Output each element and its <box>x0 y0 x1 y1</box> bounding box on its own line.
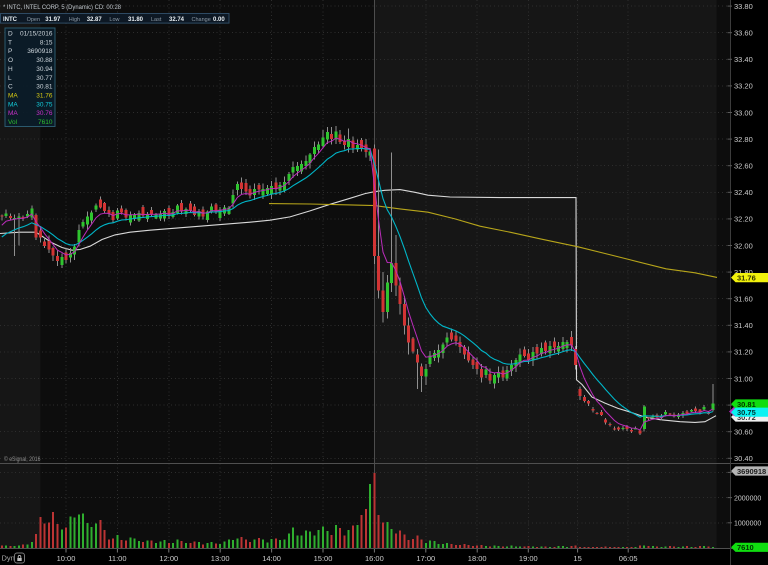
svg-text:H: H <box>8 66 13 73</box>
svg-text:INTC: INTC <box>3 17 18 23</box>
svg-text:32.40: 32.40 <box>734 188 753 197</box>
svg-text:31.80: 31.80 <box>128 17 144 23</box>
svg-text:30.72: 30.72 <box>737 413 756 422</box>
svg-text:19:00: 19:00 <box>519 554 538 563</box>
svg-text:31.40: 31.40 <box>734 321 753 330</box>
svg-text:15:00: 15:00 <box>314 554 333 563</box>
svg-text:31.00: 31.00 <box>734 374 753 383</box>
svg-text:3690918: 3690918 <box>737 467 766 476</box>
svg-text:30.40: 30.40 <box>734 454 753 463</box>
svg-text:06:05: 06:05 <box>619 554 638 563</box>
svg-text:32.87: 32.87 <box>87 17 103 23</box>
svg-text:31.80: 31.80 <box>734 268 753 277</box>
svg-text:10:00: 10:00 <box>57 554 76 563</box>
svg-text:01/15/2016: 01/15/2016 <box>20 31 53 38</box>
svg-text:8:15: 8:15 <box>40 39 53 46</box>
svg-text:Change: Change <box>192 17 211 23</box>
svg-text:31.97: 31.97 <box>45 17 61 23</box>
svg-text:D: D <box>8 31 13 38</box>
svg-text:30.76: 30.76 <box>36 110 53 117</box>
svg-text:* INTC, INTEL CORP, 5 (Dynamic: * INTC, INTEL CORP, 5 (Dynamic) CD: 00:2… <box>3 4 121 11</box>
svg-text:MA: MA <box>8 92 18 99</box>
svg-text:O: O <box>8 57 13 64</box>
svg-text:33.80: 33.80 <box>734 2 753 11</box>
svg-text:Low: Low <box>109 17 119 23</box>
svg-text:31.76: 31.76 <box>737 274 756 283</box>
svg-text:Last: Last <box>151 17 162 23</box>
svg-text:16:00: 16:00 <box>365 554 384 563</box>
svg-text:14:00: 14:00 <box>262 554 281 563</box>
svg-text:C: C <box>8 84 13 91</box>
svg-text:31.60: 31.60 <box>734 295 753 304</box>
svg-text:7610: 7610 <box>737 543 754 552</box>
svg-text:30.81: 30.81 <box>36 84 53 91</box>
svg-text:30.77: 30.77 <box>36 75 53 82</box>
svg-text:33.40: 33.40 <box>734 55 753 64</box>
svg-text:30.75: 30.75 <box>36 101 53 108</box>
svg-text:MA: MA <box>8 101 18 108</box>
svg-text:T: T <box>8 39 12 46</box>
svg-text:MA: MA <box>8 110 18 117</box>
svg-text:33.60: 33.60 <box>734 29 753 38</box>
svg-text:3690918: 3690918 <box>27 48 53 55</box>
svg-text:30.60: 30.60 <box>734 428 753 437</box>
svg-text:© eSignal, 2016: © eSignal, 2016 <box>4 456 41 463</box>
svg-text:Vol: Vol <box>8 119 18 126</box>
svg-text:13:00: 13:00 <box>211 554 230 563</box>
svg-text:17:00: 17:00 <box>416 554 435 563</box>
svg-text:18:00: 18:00 <box>468 554 487 563</box>
svg-text:0.00: 0.00 <box>213 17 225 23</box>
svg-text:31.76: 31.76 <box>36 92 53 99</box>
svg-text:32.00: 32.00 <box>734 241 753 250</box>
svg-text:30.75: 30.75 <box>737 408 756 417</box>
svg-text:7610: 7610 <box>38 119 53 126</box>
svg-text:33.20: 33.20 <box>734 82 753 91</box>
svg-text:High: High <box>69 17 80 23</box>
svg-text:L: L <box>8 75 12 82</box>
svg-text:15: 15 <box>573 554 581 563</box>
svg-text:Dyn: Dyn <box>2 554 15 563</box>
svg-text:32.80: 32.80 <box>734 135 753 144</box>
svg-text:P: P <box>8 48 12 55</box>
svg-text:32.20: 32.20 <box>734 215 753 224</box>
svg-text:32.60: 32.60 <box>734 162 753 171</box>
svg-text:32.74: 32.74 <box>169 17 185 23</box>
svg-text:Open: Open <box>27 17 40 23</box>
svg-text:30.81: 30.81 <box>737 400 756 409</box>
svg-text:12:00: 12:00 <box>159 554 178 563</box>
svg-text:30.94: 30.94 <box>36 66 53 73</box>
svg-text:30.88: 30.88 <box>36 57 53 64</box>
svg-text:2000000: 2000000 <box>734 495 761 502</box>
svg-text:1000000: 1000000 <box>734 521 761 528</box>
svg-text:33.00: 33.00 <box>734 108 753 117</box>
svg-text:11:00: 11:00 <box>108 554 126 563</box>
svg-text:31.20: 31.20 <box>734 348 753 357</box>
